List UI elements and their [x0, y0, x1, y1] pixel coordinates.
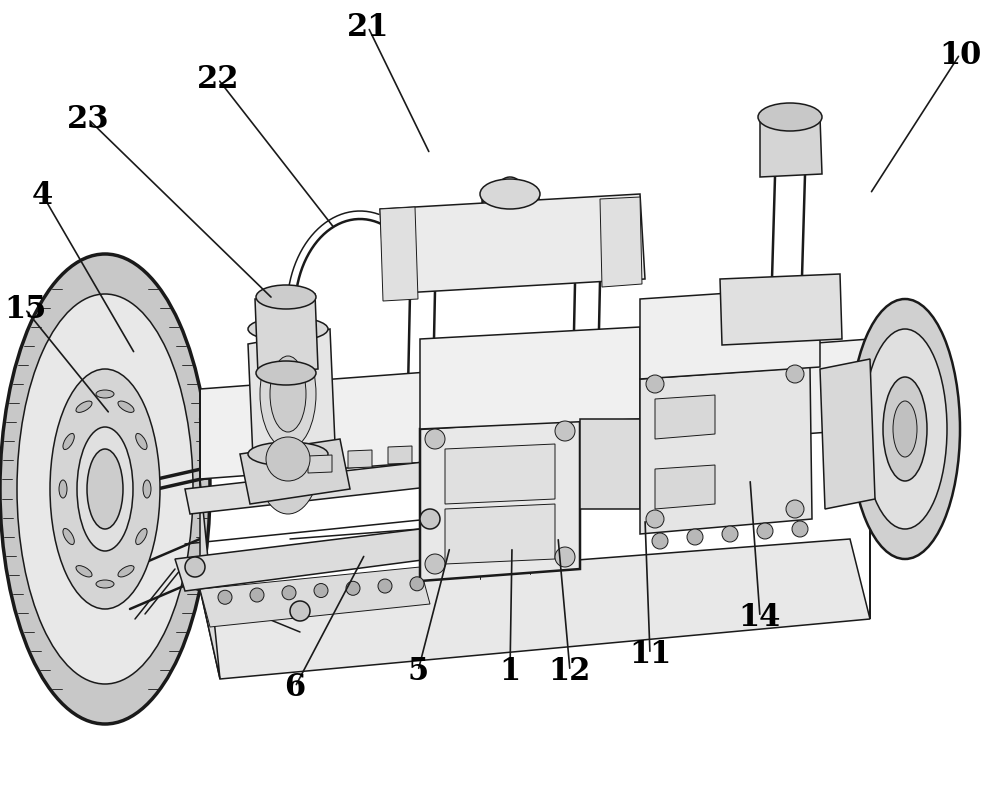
Ellipse shape [118, 402, 134, 413]
Ellipse shape [850, 300, 960, 560]
Ellipse shape [248, 442, 328, 467]
Ellipse shape [722, 526, 738, 542]
Polygon shape [720, 275, 842, 345]
Ellipse shape [143, 480, 151, 499]
Text: 4: 4 [31, 179, 53, 210]
Ellipse shape [50, 369, 160, 609]
Ellipse shape [786, 500, 804, 519]
Polygon shape [760, 118, 822, 177]
Text: 21: 21 [347, 13, 389, 43]
Polygon shape [248, 329, 335, 459]
Ellipse shape [77, 427, 133, 552]
Ellipse shape [59, 480, 67, 499]
Text: 11: 11 [629, 638, 671, 670]
Text: 1: 1 [499, 656, 521, 687]
Ellipse shape [256, 361, 316, 385]
Polygon shape [420, 328, 640, 430]
Polygon shape [445, 444, 555, 504]
Ellipse shape [63, 529, 74, 545]
Polygon shape [200, 389, 220, 679]
Ellipse shape [63, 434, 74, 450]
Ellipse shape [646, 511, 664, 528]
Ellipse shape [256, 286, 316, 310]
Text: 14: 14 [739, 601, 781, 633]
Ellipse shape [883, 377, 927, 482]
Ellipse shape [410, 577, 424, 591]
Polygon shape [820, 360, 875, 509]
Ellipse shape [792, 521, 808, 537]
Polygon shape [308, 455, 332, 474]
Ellipse shape [555, 548, 575, 567]
Ellipse shape [136, 434, 147, 450]
Polygon shape [240, 439, 350, 504]
Polygon shape [640, 287, 820, 380]
Polygon shape [580, 419, 640, 509]
Ellipse shape [0, 255, 210, 724]
Ellipse shape [425, 430, 445, 450]
Polygon shape [380, 195, 645, 295]
Ellipse shape [87, 450, 123, 529]
Polygon shape [655, 466, 715, 509]
Ellipse shape [96, 390, 114, 398]
Ellipse shape [425, 554, 445, 574]
Polygon shape [185, 459, 455, 515]
Ellipse shape [652, 533, 668, 549]
Polygon shape [200, 340, 870, 479]
Polygon shape [380, 208, 418, 302]
Polygon shape [655, 396, 715, 439]
Text: 6: 6 [284, 671, 306, 703]
Ellipse shape [420, 509, 440, 529]
Polygon shape [640, 368, 812, 534]
Polygon shape [175, 529, 430, 591]
Ellipse shape [248, 318, 328, 341]
Polygon shape [348, 450, 372, 468]
Text: 23: 23 [67, 104, 109, 136]
Ellipse shape [346, 581, 360, 596]
Ellipse shape [758, 104, 822, 132]
Ellipse shape [250, 589, 264, 602]
Ellipse shape [282, 586, 296, 600]
Polygon shape [200, 540, 870, 679]
Ellipse shape [136, 529, 147, 545]
Polygon shape [388, 446, 412, 464]
Ellipse shape [555, 422, 575, 442]
Polygon shape [600, 198, 642, 287]
Text: 10: 10 [939, 39, 981, 71]
Ellipse shape [185, 557, 205, 577]
Ellipse shape [646, 376, 664, 393]
Text: 15: 15 [4, 294, 46, 325]
Ellipse shape [314, 584, 328, 597]
Ellipse shape [786, 365, 804, 384]
Ellipse shape [290, 601, 310, 622]
Ellipse shape [863, 329, 947, 529]
Polygon shape [445, 504, 555, 565]
Polygon shape [255, 295, 318, 376]
Ellipse shape [17, 295, 193, 684]
Ellipse shape [480, 180, 540, 210]
Ellipse shape [270, 357, 306, 433]
Ellipse shape [378, 579, 392, 593]
Ellipse shape [260, 340, 316, 450]
Text: 12: 12 [549, 656, 591, 687]
Ellipse shape [118, 566, 134, 577]
Ellipse shape [266, 438, 310, 482]
Ellipse shape [76, 566, 92, 577]
Ellipse shape [96, 581, 114, 589]
Ellipse shape [687, 529, 703, 545]
Ellipse shape [256, 405, 320, 515]
Ellipse shape [218, 590, 232, 605]
Polygon shape [200, 567, 430, 627]
Ellipse shape [76, 402, 92, 413]
Ellipse shape [757, 524, 773, 540]
Text: 22: 22 [197, 64, 239, 96]
Polygon shape [420, 419, 580, 581]
Text: 5: 5 [407, 656, 429, 687]
Ellipse shape [893, 402, 917, 458]
